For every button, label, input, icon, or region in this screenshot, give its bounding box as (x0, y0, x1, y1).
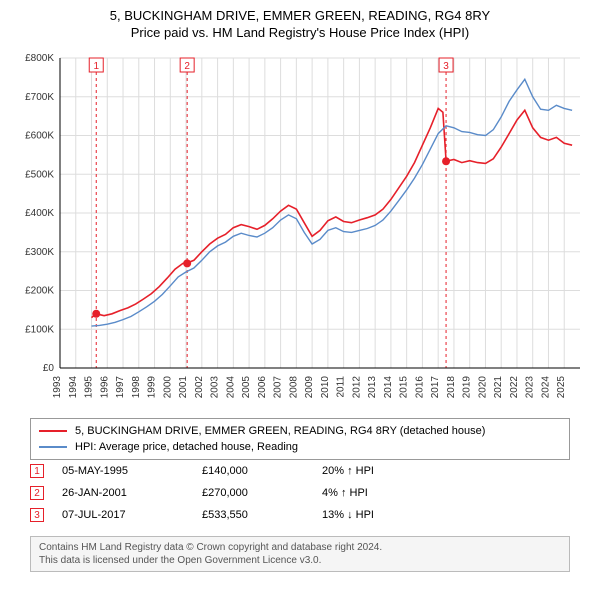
events-block: 1 05-MAY-1995 £140,000 20% ↑ HPI 2 26-JA… (30, 460, 570, 526)
svg-text:1996: 1996 (99, 376, 110, 399)
svg-text:2015: 2015 (399, 376, 410, 399)
svg-text:£600K: £600K (25, 131, 54, 142)
chart-svg: £0 £100K £200K £300K £400K £500K £600K £700K £80… (10, 48, 590, 408)
event-date-1: 05-MAY-1995 (62, 465, 202, 477)
svg-text:1: 1 (93, 61, 99, 72)
legend-label-hpi: HPI: Average price, detached house, Read… (75, 441, 298, 453)
event-marker-2: 2 (30, 486, 44, 500)
svg-text:2004: 2004 (225, 376, 236, 399)
legend-swatch-hpi (39, 446, 67, 448)
svg-text:1998: 1998 (131, 376, 142, 399)
event-marker-1: 1 (30, 464, 44, 478)
svg-text:£300K: £300K (25, 247, 54, 258)
svg-text:2016: 2016 (414, 376, 425, 399)
svg-text:1997: 1997 (115, 376, 126, 399)
event-delta-3: 13% ↓ HPI (322, 509, 442, 521)
svg-text:2010: 2010 (320, 376, 331, 399)
legend-row-property: 5, BUCKINGHAM DRIVE, EMMER GREEN, READIN… (39, 423, 561, 439)
svg-text:£500K: £500K (25, 169, 54, 180)
svg-text:2009: 2009 (304, 376, 315, 399)
svg-text:3: 3 (443, 61, 449, 72)
svg-text:1999: 1999 (147, 376, 158, 399)
svg-text:2017: 2017 (430, 376, 441, 399)
event-price-2: £270,000 (202, 487, 322, 499)
svg-text:2021: 2021 (493, 376, 504, 399)
event-price-3: £533,550 (202, 509, 322, 521)
svg-text:1995: 1995 (84, 376, 95, 399)
svg-text:£200K: £200K (25, 286, 54, 297)
chart-container: 5, BUCKINGHAM DRIVE, EMMER GREEN, READIN… (0, 0, 600, 590)
svg-text:2025: 2025 (556, 376, 567, 399)
svg-text:2011: 2011 (336, 376, 347, 398)
svg-text:2000: 2000 (162, 376, 173, 399)
event-row-2: 2 26-JAN-2001 £270,000 4% ↑ HPI (30, 482, 570, 504)
event-marker-3: 3 (30, 508, 44, 522)
svg-text:2007: 2007 (273, 376, 284, 399)
svg-text:2023: 2023 (525, 376, 536, 399)
svg-text:2012: 2012 (351, 376, 362, 399)
svg-text:£400K: £400K (25, 208, 54, 219)
legend-swatch-property (39, 430, 67, 432)
title-block: 5, BUCKINGHAM DRIVE, EMMER GREEN, READIN… (0, 0, 600, 40)
event-date-3: 07-JUL-2017 (62, 509, 202, 521)
svg-text:2002: 2002 (194, 376, 205, 399)
event-price-1: £140,000 (202, 465, 322, 477)
svg-text:2020: 2020 (477, 376, 488, 399)
footer-line1: Contains HM Land Registry data © Crown c… (39, 541, 561, 554)
svg-text:2018: 2018 (446, 376, 457, 399)
svg-text:2013: 2013 (367, 376, 378, 399)
title-subtitle: Price paid vs. HM Land Registry's House … (0, 25, 600, 40)
legend-row-hpi: HPI: Average price, detached house, Read… (39, 439, 561, 455)
chart-area: £0 £100K £200K £300K £400K £500K £600K £700K £80… (10, 48, 590, 408)
title-address: 5, BUCKINGHAM DRIVE, EMMER GREEN, READIN… (0, 8, 600, 23)
svg-text:2: 2 (184, 61, 190, 72)
svg-text:2008: 2008 (288, 376, 299, 399)
svg-text:1994: 1994 (68, 376, 79, 399)
svg-text:2005: 2005 (241, 376, 252, 399)
svg-text:£700K: £700K (25, 92, 54, 103)
event-delta-1: 20% ↑ HPI (322, 465, 442, 477)
svg-text:2024: 2024 (540, 376, 551, 399)
svg-text:2022: 2022 (509, 376, 520, 399)
legend-box: 5, BUCKINGHAM DRIVE, EMMER GREEN, READIN… (30, 418, 570, 460)
footer-line2: This data is licensed under the Open Gov… (39, 554, 561, 567)
svg-text:1993: 1993 (52, 376, 63, 399)
event-row-3: 3 07-JUL-2017 £533,550 13% ↓ HPI (30, 504, 570, 526)
svg-text:2014: 2014 (383, 376, 394, 399)
event-date-2: 26-JAN-2001 (62, 487, 202, 499)
event-row-1: 1 05-MAY-1995 £140,000 20% ↑ HPI (30, 460, 570, 482)
svg-text:2003: 2003 (210, 376, 221, 399)
footer-box: Contains HM Land Registry data © Crown c… (30, 536, 570, 572)
event-delta-2: 4% ↑ HPI (322, 487, 442, 499)
svg-text:£100K: £100K (25, 324, 54, 335)
svg-text:2001: 2001 (178, 376, 189, 399)
svg-text:£0: £0 (43, 363, 55, 374)
legend-label-property: 5, BUCKINGHAM DRIVE, EMMER GREEN, READIN… (75, 425, 485, 437)
svg-text:2006: 2006 (257, 376, 268, 399)
svg-text:£800K: £800K (25, 53, 54, 64)
svg-text:2019: 2019 (462, 376, 473, 399)
